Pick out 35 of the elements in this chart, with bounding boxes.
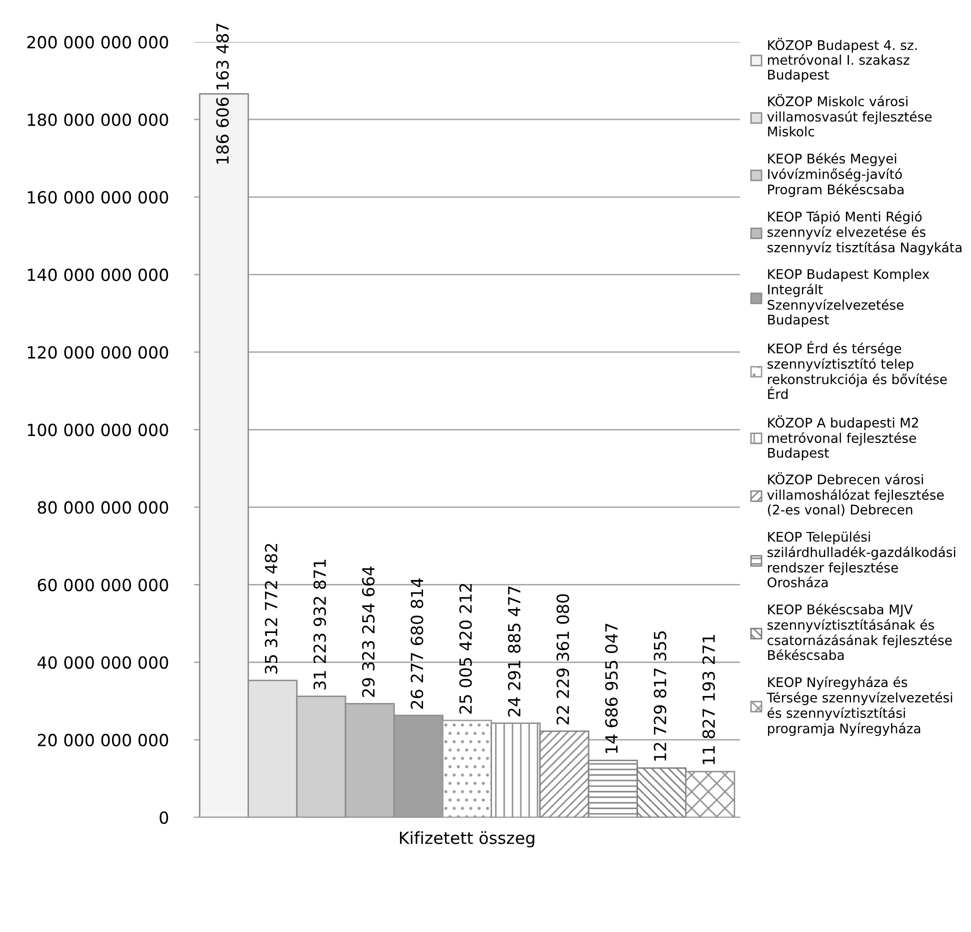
data-label: 22 229 361 080: [556, 594, 570, 724]
y-tick-label: 0: [160, 811, 168, 824]
data-label: 31 223 932 871: [313, 560, 326, 690]
data-label: 11 827 193 271: [702, 634, 715, 764]
y-tick-label: 140 000 000 000: [28, 268, 168, 282]
legend-label: KÖZOP Miskolc városi villamosvasút fejlesztése Miskolc: [767, 94, 932, 136]
y-tick-label: 180 000 000 000: [28, 113, 168, 126]
data-label: 24 291 885 477: [508, 586, 521, 716]
data-label: 14 686 955 047: [605, 624, 618, 754]
legend-label: KÖZOP Budapest 4. sz. metróvonal I. szakasz Budapest: [768, 38, 917, 82]
data-label: 12 729 817 355: [654, 631, 666, 761]
y-tick-label: 80 000 000 000: [38, 501, 168, 514]
y-tick-label: 200 000 000 000: [27, 36, 168, 49]
x-tick-label: Kifizetett összeg: [400, 831, 534, 848]
data-label: 186 606 163 487: [216, 24, 229, 164]
data-label: 25 005 420 212: [459, 584, 472, 714]
legend-label: KEOP Békéscsaba MJV szennyvíztisztításának és csatornázásának fejlesztése Békéscsaba: [768, 604, 952, 660]
y-tick-label: 20 000 000 000: [38, 734, 168, 746]
legend-label: KEOP Települési szilárdhulladék-gazdálkodási rendszer fejlesztése Orosháza: [768, 531, 956, 588]
y-tick-label: 100 000 000 000: [28, 424, 168, 436]
data-label: 35 312 772 482: [264, 544, 278, 674]
legend-label: KEOP Érd és térsége szennyvíztisztító telep rekonstrukciója és bővítése Érd: [768, 341, 947, 400]
legend-label: KEOP Békés Megyei Ivóvízminőség-javító Program Békéscsaba: [768, 152, 904, 197]
y-tick-label: 40 000 000 000: [37, 656, 168, 669]
data-label: 29 323 254 664: [362, 566, 375, 697]
legend-label: KEOP Budapest Komplex Integrált Szennyvízelvezetése Budapest: [768, 268, 930, 328]
legend-label: KÖZOP A budapesti M2 metróvonal fejlesztése Budapest: [768, 415, 918, 460]
legend-label: KEOP Nyíregyháza és Térsége szennyvízelvezetési és szennyvíztisztítási programja Nyíregyháza: [766, 676, 952, 736]
legend-label: KEOP Tápió Menti Régió szennyvíz elvezetése és szennyvíz tisztítása Nagykáta: [768, 210, 962, 255]
legend-label: KÖZOP Debrecen városi villamoshálózat fejlesztése (2-es vonal) Debrecen: [767, 472, 944, 516]
y-tick-label: 120 000 000 000: [28, 346, 168, 359]
y-tick-label: 60 000 000 000: [38, 578, 168, 592]
bar: [685, 770, 736, 818]
y-tick-label: 160 000 000 000: [28, 190, 168, 204]
data-label: 26 277 680 814: [410, 578, 424, 709]
